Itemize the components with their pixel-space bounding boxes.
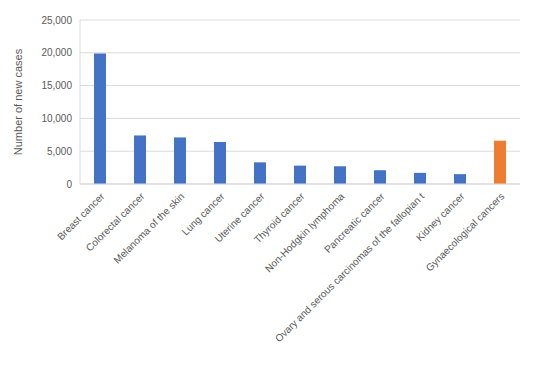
svg-text:Number of new cases: Number of new cases xyxy=(12,48,24,155)
svg-text:Colorectal cancer: Colorectal cancer xyxy=(83,190,147,254)
svg-text:Pancreatic cancer: Pancreatic cancer xyxy=(322,190,387,255)
svg-text:Breast cancer: Breast cancer xyxy=(55,190,107,243)
svg-text:0: 0 xyxy=(66,179,72,190)
svg-text:Lung cancer: Lung cancer xyxy=(179,190,227,238)
svg-text:5,000: 5,000 xyxy=(47,146,72,157)
svg-text:Non-Hodgkin lymphoma: Non-Hodgkin lymphoma xyxy=(263,190,347,274)
svg-text:Thyroid cancer: Thyroid cancer xyxy=(251,190,307,246)
svg-text:20,000: 20,000 xyxy=(41,47,72,58)
svg-text:10,000: 10,000 xyxy=(41,113,72,124)
svg-text:Kidney cancer: Kidney cancer xyxy=(413,190,467,244)
svg-text:15,000: 15,000 xyxy=(41,80,72,91)
svg-text:Gynaecological cancers: Gynaecological cancers xyxy=(424,191,507,274)
svg-text:Ovary and serous carcinomas of: Ovary and serous carcinomas of the fallo… xyxy=(273,191,427,345)
svg-text:Melanoma of the skin: Melanoma of the skin xyxy=(111,191,186,266)
svg-text:25,000: 25,000 xyxy=(41,15,72,26)
svg-text:Uterine cancer: Uterine cancer xyxy=(212,190,267,245)
